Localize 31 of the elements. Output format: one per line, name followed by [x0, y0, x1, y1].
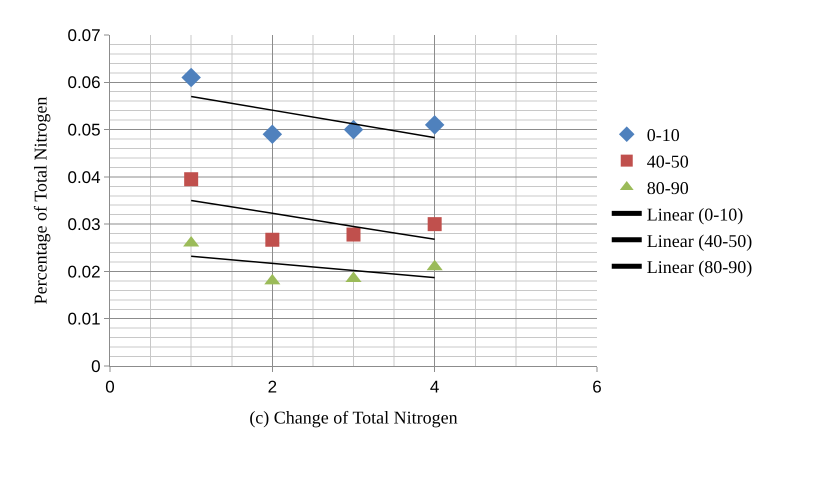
legend-label: 0-10	[646, 125, 680, 146]
y-tick-label: 0.05	[68, 120, 101, 140]
point	[344, 120, 364, 140]
x-tick-label: 4	[430, 377, 440, 396]
y-tick-label: 0.04	[68, 168, 101, 187]
point	[181, 68, 201, 88]
x-tick-label: 6	[592, 377, 602, 396]
x-tick-label: 0	[105, 377, 115, 396]
legend-label: 80-90	[646, 178, 689, 198]
legend-label: Linear (40-50)	[646, 230, 752, 251]
line-series	[190, 96, 436, 138]
y-tick-label: 0.01	[68, 310, 101, 329]
y-tick-label: 0.02	[68, 262, 101, 282]
point	[184, 172, 198, 186]
legend-label: Linear (80-90)	[646, 257, 752, 278]
y-tick-label: 0.03	[68, 215, 101, 234]
y-tick-label: 0	[91, 356, 101, 376]
line-series	[190, 256, 436, 278]
line-series	[190, 200, 436, 240]
x-axis-title: (c) Change of Total Nitrogen	[249, 408, 458, 428]
point	[428, 217, 442, 232]
x-tick-label: 2	[268, 377, 278, 396]
point	[265, 232, 280, 247]
legend-label: Linear (0-10)	[646, 204, 744, 224]
y-axis-title: Percentage of Total Nitrogen	[30, 96, 51, 304]
point	[262, 124, 282, 144]
point	[424, 115, 444, 135]
y-tick-label: 0.07	[68, 26, 101, 45]
point	[346, 228, 360, 242]
y-tick-label: 0.06	[68, 73, 101, 92]
legend-label: 40-50	[646, 152, 689, 172]
